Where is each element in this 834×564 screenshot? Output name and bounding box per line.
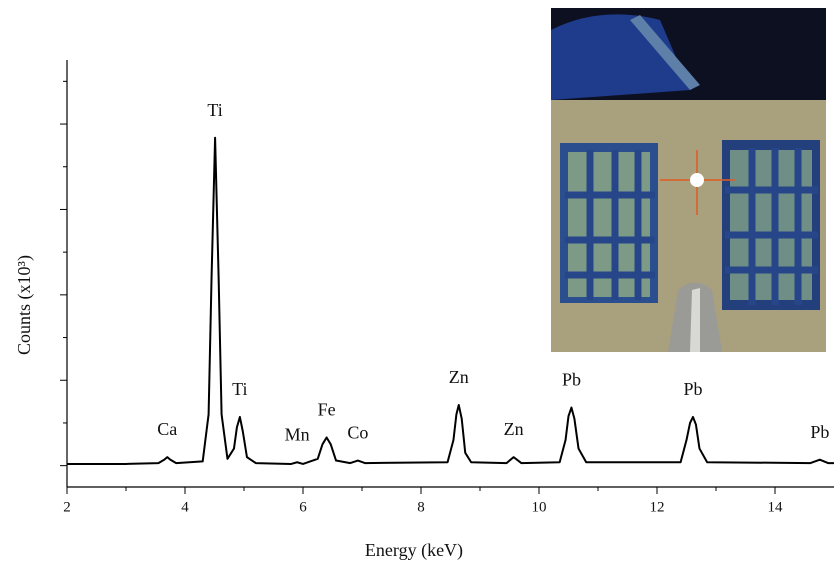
peak-label: Fe — [318, 400, 336, 420]
peak-label: Zn — [449, 367, 469, 387]
peak-label: Pb — [810, 422, 829, 442]
spectrum-line — [67, 136, 834, 465]
y-axis-label: Counts (x10³) — [14, 255, 35, 355]
x-tick-label: 4 — [181, 499, 189, 515]
peak-label: Pb — [562, 370, 581, 390]
x-tick-label: 14 — [768, 499, 784, 515]
x-tick-label: 12 — [650, 499, 665, 515]
peak-label: Pb — [683, 379, 702, 399]
peak-label: Ti — [207, 100, 222, 120]
peak-label: Zn — [504, 419, 524, 439]
peak-label: Mn — [285, 424, 310, 444]
x-tick-label: 6 — [299, 499, 307, 515]
peak-label: Co — [347, 423, 368, 443]
x-axis-label: Energy (keV) — [365, 540, 463, 561]
peak-label: Ti — [232, 379, 247, 399]
peak-label: Ca — [157, 419, 177, 439]
inset-photo — [551, 8, 826, 352]
x-tick-label: 10 — [532, 499, 547, 515]
x-tick-label: 8 — [417, 499, 425, 515]
x-tick-label: 2 — [63, 499, 71, 515]
